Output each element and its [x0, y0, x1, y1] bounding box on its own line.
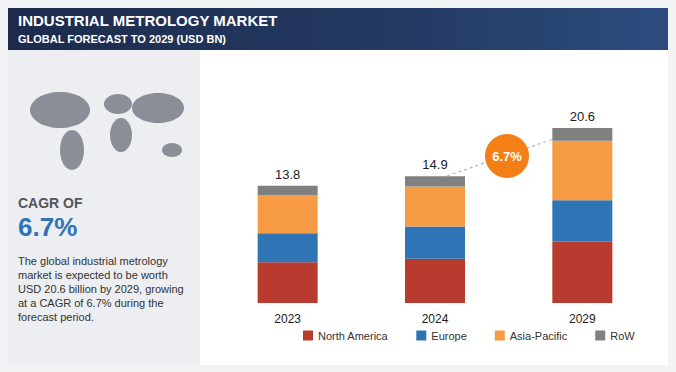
svg-text:14.9: 14.9	[422, 157, 447, 172]
svg-text:INDUSTRIAL METROLOGY MARKET: INDUSTRIAL METROLOGY MARKET	[18, 12, 277, 29]
svg-text:13.8: 13.8	[275, 167, 300, 182]
svg-text:6.7%: 6.7%	[492, 149, 522, 164]
svg-text:Europe: Europe	[431, 330, 466, 342]
svg-text:20.6: 20.6	[570, 109, 595, 124]
svg-text:forecast period.: forecast period.	[18, 311, 94, 323]
svg-text:GLOBAL FORECAST TO 2029 (USD B: GLOBAL FORECAST TO 2029 (USD BN)	[18, 33, 226, 45]
svg-text:RoW: RoW	[610, 330, 635, 342]
svg-text:2029: 2029	[569, 312, 596, 326]
svg-text:Asia-Pacific: Asia-Pacific	[510, 330, 568, 342]
svg-text:CAGR OF: CAGR OF	[18, 195, 83, 211]
svg-text:market is expected to be worth: market is expected to be worth	[18, 269, 171, 281]
svg-text:2024: 2024	[422, 312, 449, 326]
svg-text:USD 20.6 billion by 2029, grow: USD 20.6 billion by 2029, growing	[18, 283, 187, 295]
svg-text:North America: North America	[318, 330, 389, 342]
svg-text:2023: 2023	[274, 312, 301, 326]
svg-text:6.7%: 6.7%	[18, 212, 77, 242]
svg-text:at a CAGR of 6.7% during the: at a CAGR of 6.7% during the	[18, 297, 167, 309]
svg-text:The global industrial metrolog: The global industrial metrology	[18, 255, 171, 267]
